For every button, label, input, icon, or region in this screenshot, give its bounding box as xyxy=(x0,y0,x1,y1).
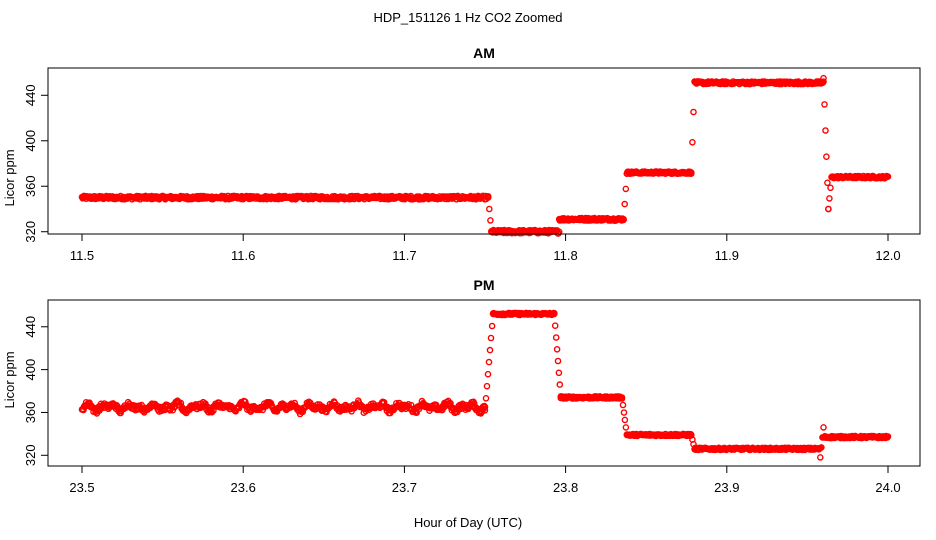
data-point xyxy=(690,108,697,116)
data-point xyxy=(884,173,892,180)
data-point xyxy=(821,101,828,108)
x-axis-label: Hour of Day (UTC) xyxy=(414,515,522,530)
data-point xyxy=(688,169,695,176)
data-point xyxy=(487,334,495,342)
x-tick-label: 11.7 xyxy=(392,248,416,263)
data-point xyxy=(618,394,626,401)
pm-plot-box xyxy=(47,299,921,467)
y-tick-label: 320 xyxy=(23,221,38,243)
data-point xyxy=(884,433,892,440)
data-point xyxy=(820,424,827,431)
data-point xyxy=(556,381,564,388)
data-point xyxy=(481,403,489,411)
y-tick-label: 440 xyxy=(23,84,38,106)
data-point xyxy=(620,409,628,416)
data-point xyxy=(486,346,494,354)
data-point xyxy=(822,127,829,134)
pm-points xyxy=(78,309,892,461)
data-point xyxy=(484,194,492,201)
am-panel: AM Licor ppm 11.5 11.6 11.7 11.8 11.9 12.0 32… xyxy=(2,45,921,263)
x-tick-label: 23.9 xyxy=(714,480,739,495)
data-point xyxy=(485,205,493,213)
data-point xyxy=(485,358,493,366)
data-point xyxy=(620,215,627,223)
x-tick-label: 11.8 xyxy=(553,248,577,263)
data-point xyxy=(552,334,560,341)
x-tick-label: 24.0 xyxy=(875,480,900,495)
data-point xyxy=(825,205,832,213)
data-point xyxy=(483,382,491,390)
data-point xyxy=(481,406,489,414)
data-point xyxy=(826,195,833,202)
figure-title: HDP_151126 1 Hz CO2 Zoomed xyxy=(373,10,562,25)
am-points xyxy=(78,74,892,237)
pm-panel: PM Licor ppm 23.5 23.6 23.7 23.8 23.9 24.0 32… xyxy=(2,277,921,495)
data-point xyxy=(484,370,492,378)
am-y-axis-label: Licor ppm xyxy=(2,149,17,206)
data-point xyxy=(551,310,558,318)
y-tick-label: 360 xyxy=(23,175,38,197)
am-plot-box xyxy=(47,67,921,235)
x-tick-label: 11.6 xyxy=(231,248,255,263)
data-point xyxy=(488,322,496,330)
data-point xyxy=(820,78,827,85)
data-point xyxy=(553,345,561,353)
data-point xyxy=(555,369,563,377)
data-point xyxy=(407,401,415,409)
pm-y-axis-label: Licor ppm xyxy=(2,351,17,408)
y-tick-label: 400 xyxy=(23,130,38,152)
data-point xyxy=(487,217,494,224)
data-point xyxy=(619,401,627,409)
data-point xyxy=(482,394,490,402)
x-tick-label: 23.7 xyxy=(392,480,417,495)
x-tick-label: 12.0 xyxy=(875,248,900,263)
y-tick-label: 440 xyxy=(23,316,38,338)
am-y-axis: 320 360 400 440 xyxy=(23,84,48,243)
x-tick-label: 23.6 xyxy=(231,480,256,495)
pm-y-axis: 320 360 400 440 xyxy=(23,316,48,466)
x-tick-label: 23.5 xyxy=(69,480,94,495)
data-point xyxy=(621,416,629,424)
data-point xyxy=(554,357,562,365)
pm-x-axis: 23.5 23.6 23.7 23.8 23.9 24.0 xyxy=(69,466,901,495)
data-point xyxy=(823,153,830,160)
data-point xyxy=(622,424,630,431)
x-tick-label: 23.8 xyxy=(553,480,578,495)
data-point xyxy=(689,138,696,146)
y-tick-label: 400 xyxy=(23,359,38,381)
y-tick-label: 360 xyxy=(23,402,38,424)
data-point xyxy=(817,454,824,461)
x-tick-label: 11.5 xyxy=(70,248,94,263)
data-point xyxy=(551,322,559,330)
data-point xyxy=(241,398,249,406)
data-point xyxy=(818,444,825,451)
data-point xyxy=(824,179,831,187)
pm-panel-title: PM xyxy=(474,277,495,293)
data-point xyxy=(827,184,834,192)
data-point xyxy=(820,74,827,82)
am-panel-title: AM xyxy=(473,45,495,61)
x-tick-label: 11.9 xyxy=(715,248,739,263)
data-point xyxy=(621,200,629,208)
y-tick-label: 320 xyxy=(23,444,38,466)
data-point xyxy=(622,185,630,193)
am-x-axis: 11.5 11.6 11.7 11.8 11.9 12.0 xyxy=(70,234,901,263)
